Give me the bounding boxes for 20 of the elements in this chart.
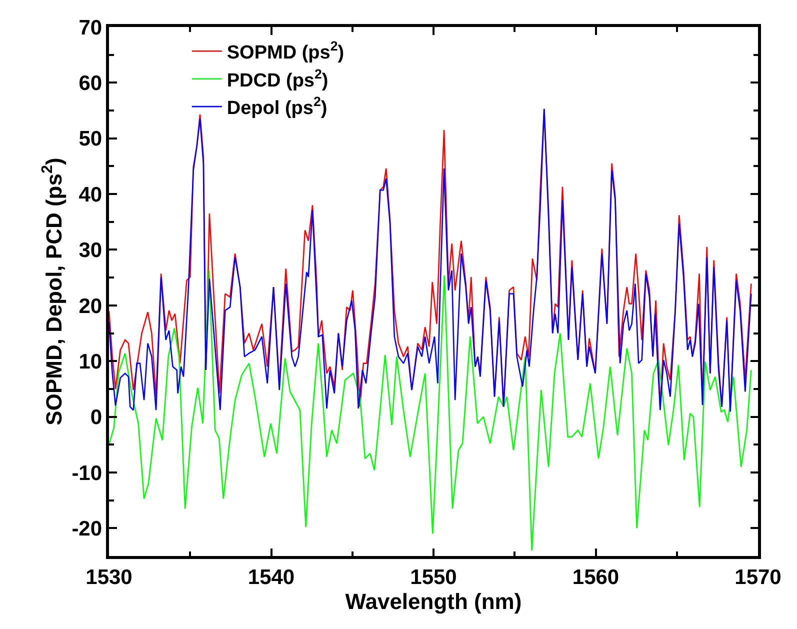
x-axis-title: Wavelength (nm): [345, 588, 522, 614]
y-tick-label: 30: [78, 239, 102, 262]
y-tick-label: -10: [72, 462, 102, 485]
legend-label: PDCD (ps$^{2}$): [226, 66, 328, 92]
y-tick-label: -20: [72, 518, 102, 541]
x-tick-label: 1560: [572, 566, 620, 589]
x-tick-label: 1530: [86, 566, 132, 589]
y-tick-label: 10: [78, 350, 102, 374]
legend-label: Depol (ps$^{2}$): [226, 94, 328, 119]
line-series: [109, 270, 752, 552]
y-tick-label: 0: [90, 406, 102, 430]
y-tick-label: 70: [78, 16, 102, 40]
y-tick-label: 20: [78, 294, 102, 318]
x-tick-label: 1540: [248, 566, 295, 589]
x-tick-label: 1570: [734, 566, 782, 589]
x-tick-label: 1550: [410, 566, 457, 589]
y-tick-label: 50: [78, 128, 102, 151]
y-tick-label: 60: [78, 72, 102, 96]
legend-label: SOPMD (ps$^{2}$): [226, 38, 344, 64]
y-tick-label: 40: [78, 183, 102, 206]
